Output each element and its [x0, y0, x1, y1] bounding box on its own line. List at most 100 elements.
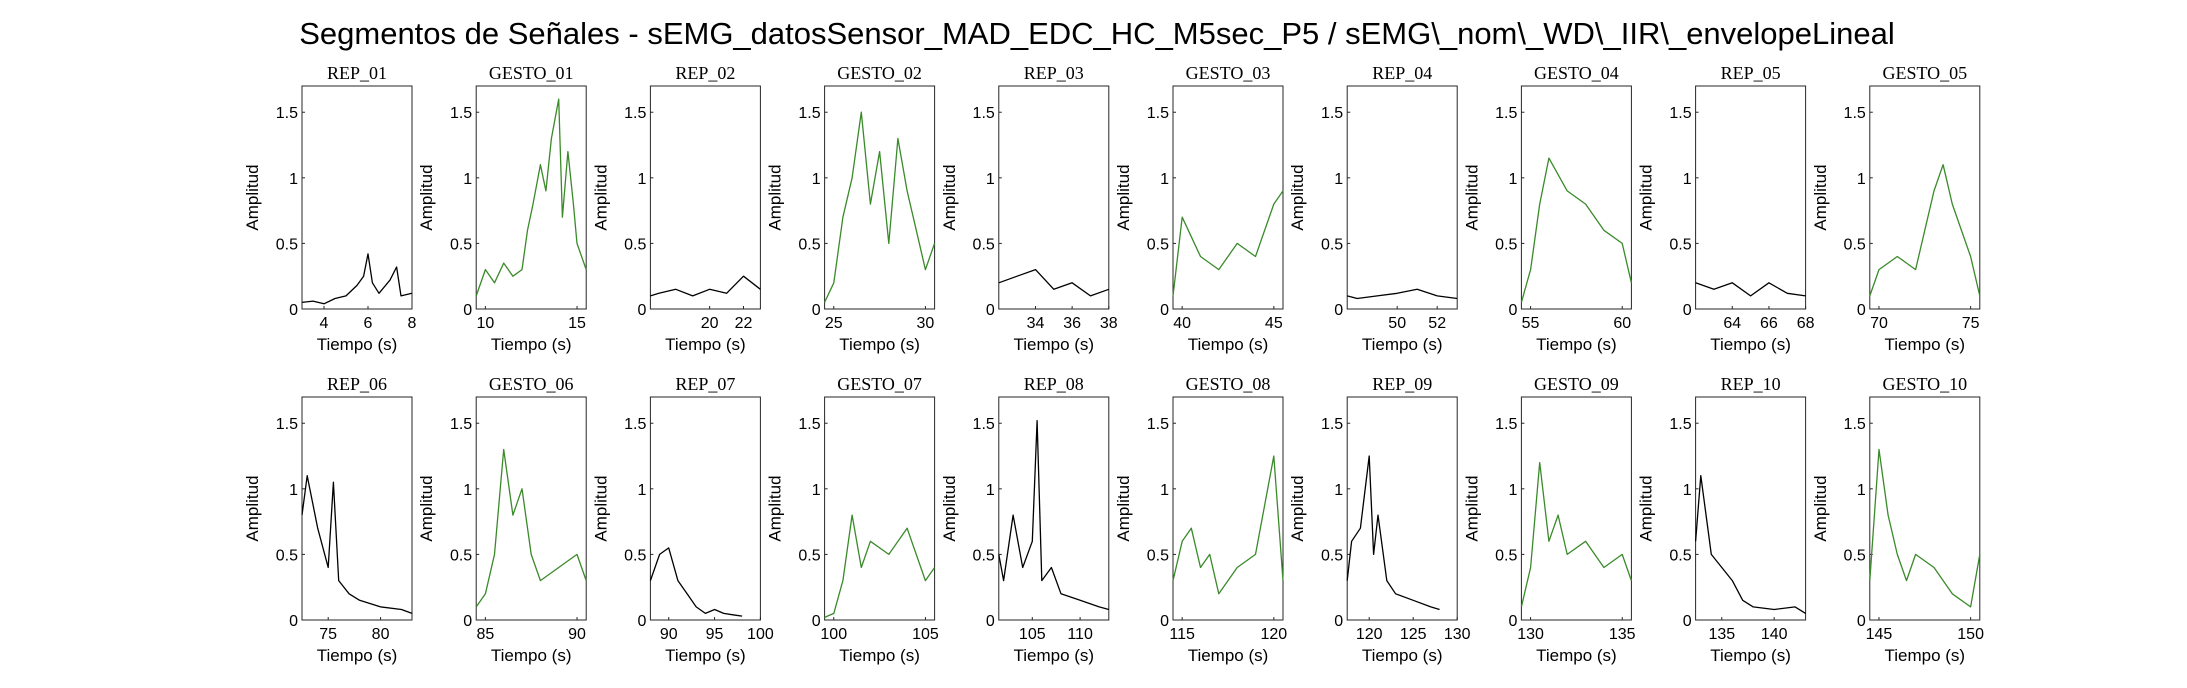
axes-box [1172, 396, 1284, 621]
x-tick-label: 110 [1067, 626, 1093, 643]
subplot-rep-10: 0 0.5 1 1.5 135 140 REP_10 Tiempo (s) Amplitud [1637, 374, 1807, 665]
subplot-gesto-07: 0 0.5 1 1.5 100 105 GESTO_07 Tiempo (s) Amplitud [766, 374, 939, 665]
y-tick-label: 0 [1160, 613, 1169, 630]
axes-box [998, 85, 1110, 310]
x-tick-label: 6 [364, 315, 373, 332]
subplot-title: GESTO_05 [1882, 63, 1967, 83]
x-tick-label: 30 [917, 315, 935, 332]
y-tick-label: 0.5 [450, 547, 472, 564]
y-tick-label: 0 [1160, 302, 1169, 319]
y-tick-label: 0 [637, 302, 646, 319]
y-tick-label: 1 [463, 171, 472, 188]
y-tick-label: 1 [1508, 171, 1517, 188]
x-tick-label: 15 [568, 315, 586, 332]
y-tick-label: 0.5 [450, 236, 472, 253]
subplot-rep-09: 0 0.5 1 1.5 120 125 130 REP_09 Tiempo (s) Amplitu… [1288, 374, 1470, 665]
y-tick-label: 0.5 [1321, 547, 1343, 564]
y-tick-label: 1.5 [450, 105, 472, 122]
x-axis-label: Tiempo (s) [491, 646, 572, 665]
y-axis-label: Amplitud [766, 475, 785, 541]
figure-title: Segmentos de Señales - sEMG_datosSensor_… [299, 16, 1895, 51]
y-tick-label: 0 [986, 302, 995, 319]
y-axis-label: Amplitud [417, 475, 436, 541]
y-axis-label: Amplitud [1637, 475, 1656, 541]
y-tick-label: 0.5 [798, 236, 820, 253]
x-tick-label: 100 [820, 626, 847, 643]
x-tick-label: 40 [1173, 315, 1191, 332]
series-line [301, 475, 413, 615]
subplot-rep-07: 0 0.5 1 1.5 90 95 100 REP_07 Tiempo (s) Amplitud [591, 374, 773, 665]
x-tick-label: 145 [1866, 626, 1893, 643]
x-tick-label: 95 [706, 626, 724, 643]
y-tick-label: 1 [1683, 171, 1692, 188]
x-tick-label: 135 [1609, 626, 1636, 643]
x-tick-label: 100 [747, 626, 774, 643]
x-axis-label: Tiempo (s) [491, 335, 572, 354]
x-tick-label: 90 [568, 626, 586, 643]
y-tick-label: 1 [812, 171, 821, 188]
x-tick-label: 45 [1265, 315, 1283, 332]
subplot-rep-08: 0 0.5 1 1.5 105 110 REP_08 Tiempo (s) Amplitud [940, 374, 1110, 665]
subplot-gesto-01: 0 0.5 1 1.5 10 15 GESTO_01 Tiempo (s) Amplitud [417, 63, 587, 354]
subplot-title: GESTO_09 [1534, 374, 1619, 394]
axes-box [475, 85, 587, 310]
x-axis-label: Tiempo (s) [1013, 335, 1094, 354]
y-tick-label: 1.5 [1147, 416, 1169, 433]
x-tick-label: 68 [1797, 315, 1815, 332]
y-tick-label: 0 [986, 613, 995, 630]
series-line [1347, 288, 1458, 300]
y-tick-label: 1 [1160, 482, 1169, 499]
y-axis-label: Amplitud [591, 164, 610, 230]
x-tick-label: 4 [320, 315, 329, 332]
y-axis-label: Amplitud [1811, 475, 1830, 541]
y-tick-label: 0 [289, 613, 298, 630]
subplot-title: GESTO_02 [837, 63, 922, 83]
series-line [301, 253, 413, 305]
x-axis-label: Tiempo (s) [665, 335, 746, 354]
y-tick-label: 0.5 [1844, 236, 1866, 253]
axes-box [301, 85, 413, 310]
x-axis-label: Tiempo (s) [1013, 646, 1094, 665]
subplot-title: REP_02 [675, 63, 735, 83]
subplot-title: GESTO_04 [1534, 63, 1619, 83]
y-tick-label: 1.5 [1495, 105, 1517, 122]
x-tick-label: 36 [1063, 315, 1081, 332]
y-axis-label: Amplitud [1114, 164, 1133, 230]
x-tick-label: 150 [1957, 626, 1984, 643]
y-tick-label: 0 [637, 613, 646, 630]
series-line [649, 547, 743, 617]
y-tick-label: 1 [812, 482, 821, 499]
axes-box [998, 396, 1110, 621]
x-tick-label: 130 [1444, 626, 1471, 643]
axes-box [1520, 396, 1632, 621]
subplot-title: GESTO_07 [837, 374, 922, 394]
x-tick-label: 66 [1760, 315, 1778, 332]
y-tick-label: 1.5 [276, 416, 298, 433]
y-tick-label: 1 [463, 482, 472, 499]
y-axis-label: Amplitud [243, 475, 262, 541]
x-tick-label: 52 [1428, 315, 1446, 332]
subplot-gesto-03: 0 0.5 1 1.5 40 45 GESTO_03 Tiempo (s) Amplitud [1114, 63, 1284, 354]
x-axis-label: Tiempo (s) [1884, 335, 1965, 354]
y-axis-label: Amplitud [1288, 164, 1307, 230]
subplot-rep-04: 0 0.5 1 1.5 50 52 REP_04 Tiempo (s) Amplitud [1288, 63, 1458, 354]
y-tick-label: 0.5 [276, 547, 298, 564]
subplot-title: REP_08 [1024, 374, 1084, 394]
y-tick-label: 1 [289, 482, 298, 499]
series-line [475, 448, 587, 608]
y-tick-label: 0 [463, 302, 472, 319]
y-tick-label: 0 [1508, 302, 1517, 319]
series-line [824, 514, 936, 618]
x-tick-label: 140 [1761, 626, 1788, 643]
subplot-title: REP_05 [1721, 63, 1781, 83]
x-tick-label: 105 [912, 626, 939, 643]
y-tick-label: 0.5 [973, 547, 995, 564]
y-tick-label: 1 [637, 482, 646, 499]
x-axis-label: Tiempo (s) [317, 646, 398, 665]
y-axis-label: Amplitud [1288, 475, 1307, 541]
y-tick-label: 0 [289, 302, 298, 319]
x-tick-label: 120 [1356, 626, 1383, 643]
axes-box [649, 85, 761, 310]
y-tick-label: 0.5 [1495, 236, 1517, 253]
